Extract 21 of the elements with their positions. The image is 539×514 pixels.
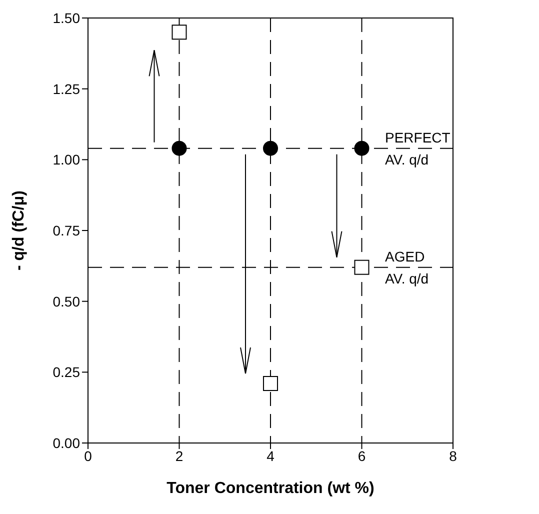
x-tick-label: 6: [358, 448, 366, 464]
y-tick-label: 0.00: [52, 434, 80, 451]
point: [354, 140, 370, 156]
point: [172, 140, 187, 156]
x-tick-label: 2: [175, 448, 184, 464]
x-axis-title: Toner Concentration (wt %): [166, 480, 374, 497]
x-tick-label: 4: [266, 448, 275, 464]
y-axis-title: - q/d (fC/μ): [10, 190, 28, 270]
ref-line-label: PERFECT AV. q/d: [385, 129, 451, 168]
ref-line-label: AGED AV. q/d: [385, 248, 429, 286]
y-tick-label: 1.50: [52, 10, 80, 26]
point: [172, 24, 187, 40]
y-tick-label: 0.50: [52, 293, 80, 310]
x-tick-label: 8: [449, 448, 458, 464]
y-tick-label: 1.00: [52, 152, 80, 168]
y-tick-label: 0.25: [52, 364, 80, 380]
point: [263, 140, 278, 156]
x-tick-label: 0: [84, 448, 92, 464]
y-tick-label: 0.75: [52, 222, 80, 238]
y-tick-label: 1.25: [52, 80, 80, 97]
point: [354, 260, 370, 275]
